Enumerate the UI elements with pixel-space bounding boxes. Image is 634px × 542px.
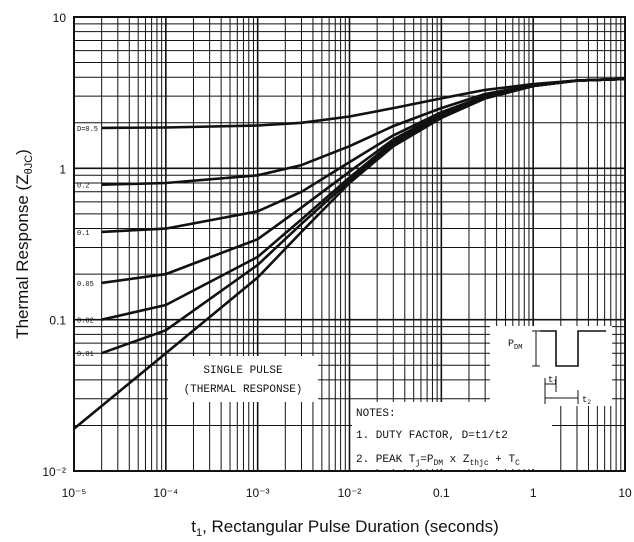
x-tick-label: 10⁻⁵ [62,486,87,500]
x-tick-label: 10⁻⁴ [153,486,178,500]
note-peak-tj: 2. PEAK Tj=PDM x Zthjc + TC [356,454,520,468]
y-tick-label: 10 [53,11,67,25]
curve-single-pulse [73,77,626,430]
inset-t2-label: t2 [582,395,591,406]
x-tick-label: 10⁻² [338,486,362,500]
y-axis-ticks: 10⁻² 0.1 1 10 [42,11,66,479]
curve-0-1 [101,77,626,234]
x-axis-label: t1, Rectangular Pulse Duration (seconds) [191,517,499,539]
duty-label: 0.2 [77,183,90,191]
curve-d-0-5 [101,77,626,130]
x-tick-label: 0.1 [433,486,450,500]
notes-title: NOTES: [356,408,396,420]
inset-pdm-label: PDM [508,339,522,352]
duty-labels: D=0.5 0.2 0.1 0.05 0.02 0.01 [77,126,98,359]
duty-label: 0.01 [77,351,94,359]
curve-0-01 [101,77,626,355]
note-duty-factor: 1. DUTY FACTOR, D=t1/t2 [356,430,508,442]
y-tick-label: 0.1 [49,314,66,328]
x-tick-label: 1 [530,486,537,500]
pulse-waveform [540,330,606,367]
single-pulse-sublabel: (THERMAL RESPONSE) [184,384,303,396]
x-tick-label: 10⁻³ [246,486,270,500]
duty-label: D=0.5 [77,126,98,134]
inset-t1-label: t1 [548,375,557,386]
pulse-waveform-inset: PDM t1 t2 [490,326,612,406]
duty-label: 0.1 [77,230,90,238]
duty-label: 0.05 [77,281,94,289]
single-pulse-box: SINGLE PULSE (THERMAL RESPONSE) [168,356,318,402]
y-tick-label: 1 [59,162,66,176]
notes-box: NOTES: 1. DUTY FACTOR, D=t1/t2 2. PEAK T… [352,402,552,469]
x-tick-label: 10 [618,486,632,500]
y-axis-label: Thermal Response (ZθJC) [13,149,35,339]
x-axis-ticks: 10⁻⁵ 10⁻⁴ 10⁻³ 10⁻² 0.1 1 10 [62,486,632,500]
plot-frame [73,16,626,472]
duty-label: 0.02 [77,318,94,326]
curves [73,77,626,430]
single-pulse-label: SINGLE PULSE [203,365,283,377]
y-tick-label: 10⁻² [42,465,66,479]
